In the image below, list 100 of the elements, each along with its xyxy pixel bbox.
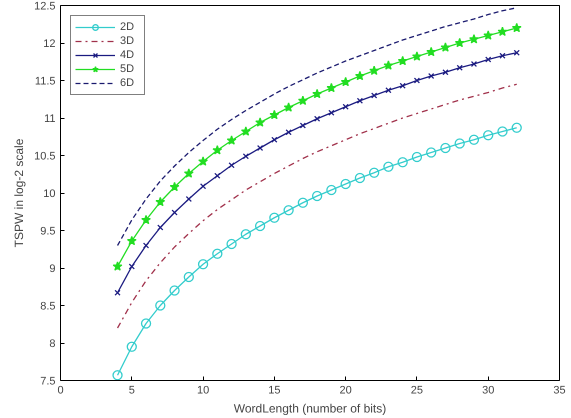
point: [356, 98, 364, 104]
point: [499, 52, 506, 59]
legend-label: 5D: [120, 62, 136, 76]
point: [514, 50, 520, 56]
point: [354, 172, 366, 184]
point: [228, 162, 235, 168]
point: [255, 117, 266, 127]
y-tick-label: 11: [44, 113, 56, 125]
y-tick-label: 9.5: [40, 226, 56, 238]
x-tick-label: 10: [196, 384, 210, 396]
x-tick-label: 15: [268, 384, 280, 396]
point: [198, 156, 208, 166]
point: [142, 242, 150, 249]
point: [184, 168, 194, 178]
x-tick-label: 25: [410, 384, 424, 396]
point: [312, 88, 322, 98]
point: [456, 64, 463, 71]
point: [340, 178, 351, 190]
point: [470, 60, 478, 68]
point: [440, 42, 450, 52]
point: [398, 157, 408, 168]
point: [126, 342, 137, 352]
point: [340, 76, 351, 86]
x-tick-label: 0: [57, 384, 64, 396]
point: [169, 285, 180, 296]
point: [512, 122, 522, 133]
y-tick-label: 10.5: [34, 150, 56, 162]
point: [371, 92, 378, 99]
point: [326, 184, 337, 196]
point: [141, 214, 151, 224]
point: [128, 263, 135, 270]
x-tick-label: 20: [340, 384, 352, 396]
y-tick-label: 12.5: [34, 0, 56, 12]
point: [140, 318, 152, 329]
point: [454, 38, 465, 48]
y-tick-label: 8: [49, 338, 56, 350]
point: [400, 82, 406, 89]
y-tick-label: 9: [49, 263, 56, 275]
point: [298, 96, 308, 106]
point: [254, 220, 266, 232]
point: [285, 129, 292, 136]
point: [171, 209, 178, 216]
legend-label: 6D: [120, 76, 136, 90]
point: [369, 66, 380, 76]
point: [426, 147, 436, 158]
point: [385, 87, 392, 94]
point: [414, 77, 420, 84]
point: [200, 183, 206, 190]
point: [326, 82, 336, 92]
point: [212, 248, 222, 259]
point: [170, 182, 180, 192]
y-tick-label: 8.5: [40, 300, 56, 312]
legend-label: 2D: [120, 20, 136, 34]
point: [440, 142, 451, 154]
point: [383, 162, 394, 172]
point: [468, 134, 480, 145]
point: [112, 370, 123, 380]
x-tick-label: 30: [482, 384, 494, 396]
point: [314, 116, 320, 122]
point: [284, 102, 294, 112]
y-tick-label: 11.5: [34, 76, 56, 88]
point: [412, 152, 422, 162]
point: [498, 26, 508, 36]
legend-label: 4D: [120, 48, 136, 62]
point: [240, 229, 251, 240]
point: [454, 138, 465, 149]
point: [226, 135, 237, 145]
point: [512, 22, 522, 32]
point: [328, 110, 335, 116]
point: [157, 224, 164, 231]
point: [412, 51, 422, 61]
point: [214, 172, 220, 179]
point: [114, 290, 121, 296]
point: [212, 145, 222, 155]
point: [226, 238, 237, 250]
x-tick-label: 5: [128, 384, 135, 396]
point: [469, 34, 479, 44]
y-tick-label: 10: [43, 188, 56, 200]
point: [300, 122, 306, 129]
point: [184, 272, 194, 282]
y-axis-title: TSPW in log-2 scale: [12, 138, 26, 248]
point: [271, 136, 278, 143]
point: [369, 168, 380, 178]
point: [298, 198, 308, 208]
point: [155, 196, 166, 206]
point: [342, 104, 349, 110]
point: [112, 261, 122, 271]
legend-label: 3D: [120, 34, 136, 48]
point: [186, 196, 192, 202]
point: [383, 60, 394, 70]
point: [428, 72, 434, 80]
y-tick-label: 7.5: [40, 376, 56, 388]
point: [155, 300, 166, 311]
point: [269, 212, 280, 223]
point: [198, 259, 208, 270]
point: [256, 144, 264, 152]
y-tick-label: 12: [43, 38, 56, 50]
point: [483, 130, 494, 140]
point: [240, 126, 251, 136]
point: [442, 69, 449, 76]
